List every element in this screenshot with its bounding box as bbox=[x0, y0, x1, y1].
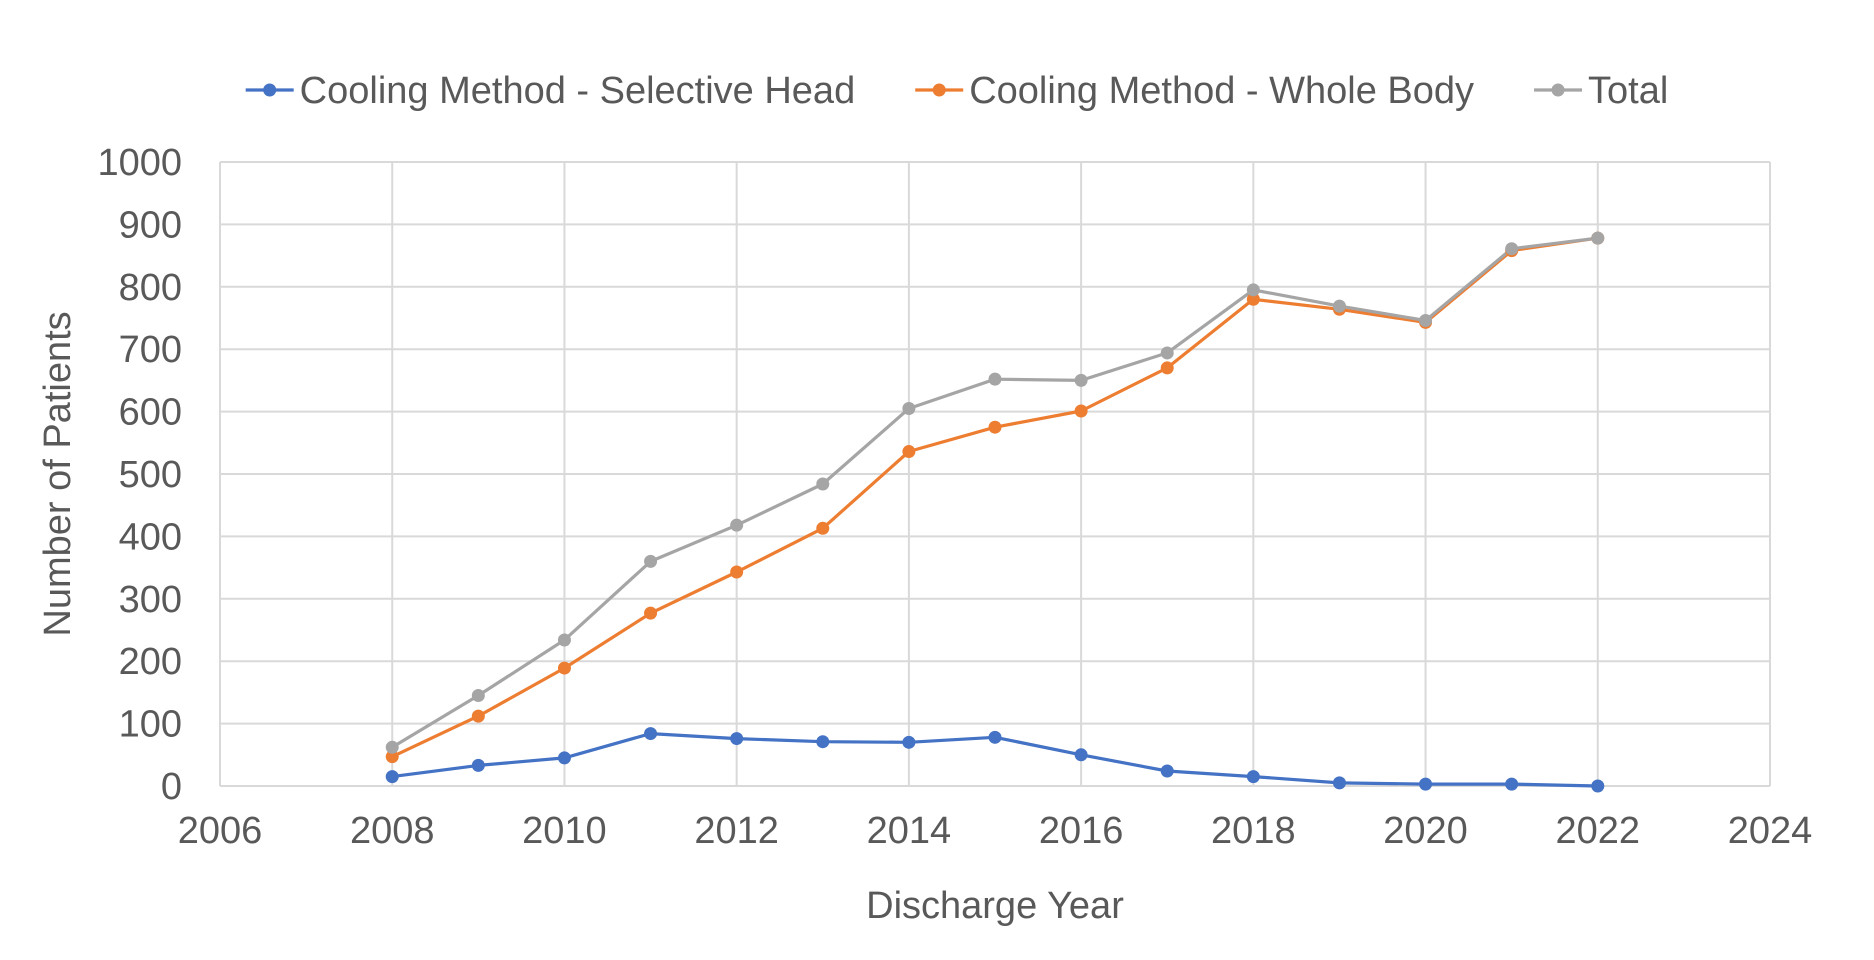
y-tick-label: 800 bbox=[119, 267, 182, 309]
data-point-cooling-method-selective-head bbox=[1419, 777, 1433, 791]
data-point-total bbox=[1246, 283, 1260, 297]
y-tick-label: 100 bbox=[119, 704, 182, 746]
legend-label: Total bbox=[1588, 70, 1668, 112]
data-point-cooling-method-whole-body bbox=[557, 661, 571, 675]
data-point-cooling-method-selective-head bbox=[1332, 776, 1346, 790]
data-point-cooling-method-selective-head bbox=[1591, 779, 1605, 793]
data-point-total bbox=[1160, 346, 1174, 360]
data-point-total bbox=[385, 740, 399, 754]
data-point-total bbox=[902, 401, 916, 415]
data-point-cooling-method-whole-body bbox=[1160, 361, 1174, 375]
x-axis-ticks: 2006 2008 2010 2012 2014 2016 2018 2020 2022 2024 bbox=[178, 810, 1813, 852]
data-point-cooling-method-whole-body bbox=[902, 445, 916, 459]
data-point-total bbox=[1591, 231, 1605, 245]
data-point-total bbox=[1074, 373, 1088, 387]
x-tick-label: 2006 bbox=[178, 810, 263, 852]
y-tick-label: 0 bbox=[161, 766, 182, 808]
y-axis-ticks: 0 100 200 300 400 500 600 700 800 900 1000 bbox=[97, 142, 182, 808]
y-tick-label: 500 bbox=[119, 454, 182, 496]
data-point-total bbox=[557, 633, 571, 647]
legend-item: Cooling Method - Selective Head bbox=[245, 70, 856, 112]
legend-marker-swatch bbox=[263, 83, 277, 97]
series-lines bbox=[391, 236, 1599, 788]
data-point-cooling-method-selective-head bbox=[644, 727, 658, 741]
legend-label: Cooling Method - Selective Head bbox=[300, 70, 856, 112]
data-point-total bbox=[1332, 299, 1346, 313]
data-point-cooling-method-selective-head bbox=[816, 735, 830, 749]
legend-item: Cooling Method - Whole Body bbox=[915, 70, 1474, 112]
gridlines bbox=[219, 161, 1771, 787]
y-tick-label: 300 bbox=[119, 579, 182, 621]
data-point-cooling-method-whole-body bbox=[730, 565, 744, 579]
y-tick-label: 400 bbox=[119, 516, 182, 558]
series-points bbox=[385, 231, 1605, 793]
legend-item: Total bbox=[1534, 70, 1668, 112]
x-tick-label: 2010 bbox=[522, 810, 607, 852]
data-point-total bbox=[1419, 313, 1433, 327]
data-point-total bbox=[644, 554, 658, 568]
data-point-cooling-method-whole-body bbox=[988, 420, 1002, 434]
data-point-cooling-method-whole-body bbox=[471, 709, 485, 723]
data-point-total bbox=[988, 372, 1002, 386]
data-point-cooling-method-selective-head bbox=[471, 758, 485, 772]
x-tick-label: 2022 bbox=[1556, 810, 1641, 852]
data-point-total bbox=[471, 689, 485, 703]
data-point-cooling-method-selective-head bbox=[1160, 764, 1174, 778]
legend-label: Cooling Method - Whole Body bbox=[969, 70, 1474, 112]
x-tick-label: 2014 bbox=[867, 810, 952, 852]
data-point-cooling-method-whole-body bbox=[1074, 404, 1088, 418]
data-point-cooling-method-whole-body bbox=[1246, 292, 1260, 306]
data-point-cooling-method-selective-head bbox=[385, 770, 399, 784]
y-axis-title: Number of Patients bbox=[37, 311, 79, 636]
x-tick-label: 2008 bbox=[350, 810, 435, 852]
legend-marker-swatch bbox=[1551, 83, 1565, 97]
data-point-cooling-method-selective-head bbox=[730, 732, 744, 746]
data-point-cooling-method-selective-head bbox=[557, 751, 571, 765]
x-axis-title: Discharge Year bbox=[866, 885, 1124, 927]
data-point-cooling-method-selective-head bbox=[1246, 770, 1260, 784]
x-tick-label: 2012 bbox=[694, 810, 779, 852]
series-line-total bbox=[391, 236, 1598, 749]
legend-marker-swatch bbox=[932, 83, 946, 97]
data-point-total bbox=[730, 518, 744, 532]
data-point-cooling-method-selective-head bbox=[1505, 777, 1519, 791]
x-tick-label: 2020 bbox=[1383, 810, 1468, 852]
data-point-cooling-method-selective-head bbox=[902, 735, 916, 749]
y-tick-label: 900 bbox=[119, 204, 182, 246]
legend: Cooling Method - Selective Head Cooling M… bbox=[245, 70, 1668, 112]
y-tick-label: 1000 bbox=[97, 142, 182, 184]
y-tick-label: 600 bbox=[119, 392, 182, 434]
data-point-cooling-method-whole-body bbox=[816, 521, 830, 535]
y-tick-label: 200 bbox=[119, 641, 182, 683]
data-point-cooling-method-selective-head bbox=[988, 730, 1002, 744]
data-point-total bbox=[816, 477, 830, 491]
data-point-total bbox=[1505, 242, 1519, 256]
data-point-cooling-method-whole-body bbox=[385, 750, 399, 764]
y-tick-label: 700 bbox=[119, 329, 182, 371]
x-tick-label: 2024 bbox=[1728, 810, 1813, 852]
series-line-cooling-method-whole-body bbox=[391, 236, 1599, 759]
data-point-cooling-method-selective-head bbox=[1074, 748, 1088, 762]
x-tick-label: 2018 bbox=[1211, 810, 1296, 852]
x-tick-label: 2016 bbox=[1039, 810, 1124, 852]
data-point-cooling-method-whole-body bbox=[644, 606, 658, 620]
